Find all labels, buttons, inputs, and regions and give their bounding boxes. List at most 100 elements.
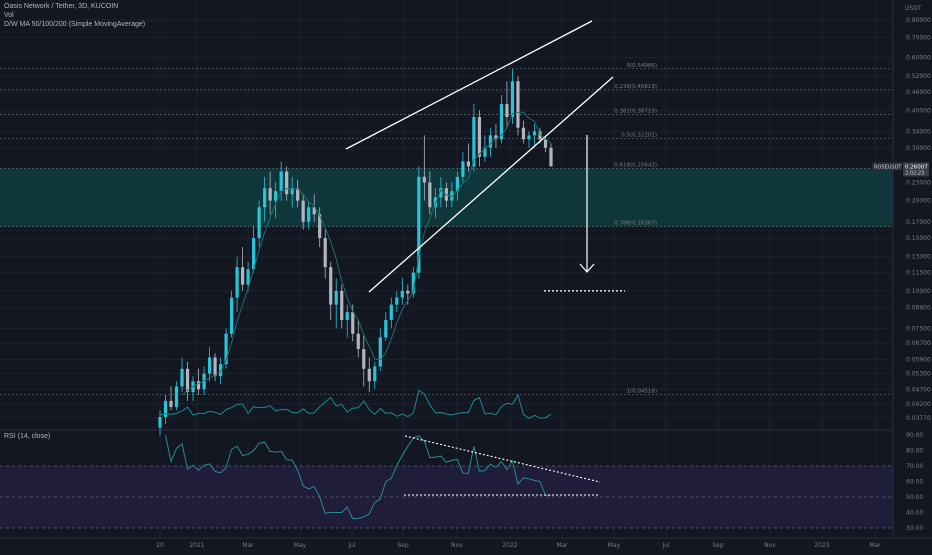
rsi-axis-tick-label: 60.00 [906, 479, 923, 486]
candle-body [169, 400, 173, 408]
time-axis-tick-label: May [294, 542, 307, 549]
price-axis-tick-label: 0.34000 [906, 128, 931, 135]
price-axis-tick-label: 0.60000 [906, 54, 931, 61]
candle-body [329, 267, 333, 305]
price-axis-tick-label: 0.20000 [906, 198, 931, 205]
candle-body [207, 357, 212, 374]
target-arrow-head [579, 263, 595, 273]
candle-body [510, 81, 515, 117]
time-axis-tick-label: Sep [712, 542, 724, 549]
price-axis-tick-label: 0.08800 [906, 305, 931, 312]
fib-level-label: 0.618(0.25643) [614, 162, 657, 168]
wedge-upper-trendline [345, 20, 593, 150]
time-axis-tick-label: Nov [451, 542, 463, 549]
candle-body [384, 319, 388, 338]
candle-body [351, 312, 355, 334]
price-axis-tick-label: 0.30000 [906, 145, 931, 152]
price-axis-tick-label: 0.06700 [906, 340, 931, 347]
candle-body [323, 238, 327, 268]
candle-body [477, 116, 482, 157]
candle-body [516, 81, 520, 128]
price-axis-tick-label: 0.17000 [906, 219, 931, 226]
candle-body [543, 139, 548, 148]
moving-average-line [181, 111, 552, 396]
candle-body [461, 161, 465, 177]
candle-body [158, 416, 162, 428]
candle-body [334, 290, 338, 305]
time-axis-tick-label: 2023 [814, 542, 829, 549]
time-axis-tick-label: 2022 [502, 542, 517, 549]
candle-body [356, 333, 360, 350]
symbol-tag [872, 162, 902, 171]
ma-indicator-label: D/W MA 50/100/200 (Simple MovingAverage) [4, 21, 146, 28]
rsi-axis-tick-label: 30.00 [906, 525, 923, 532]
price-axis-tick-label: 0.05300 [906, 371, 931, 378]
chart-title: Oasis Network / Tether, 3D, KUCOIN [4, 3, 119, 10]
candle-body [257, 207, 261, 239]
time-axis-tick-label: Mar [556, 542, 568, 549]
rsi-axis-tick-label: 40.00 [906, 510, 923, 517]
price-axis-tick-label: 0.13000 [906, 254, 931, 261]
candle-body [318, 214, 322, 239]
candle-body [290, 188, 294, 195]
candle-body [174, 386, 179, 408]
time-axis-tick-label: Mar [869, 542, 881, 549]
rsi-axis-tick-label: 80.00 [906, 448, 923, 455]
candle-body [241, 267, 245, 285]
candle-body [196, 381, 201, 390]
candle-body [252, 238, 256, 270]
candle-body [362, 349, 366, 369]
candle-body [428, 182, 432, 208]
fib-level-label: 0.5(0.32202) [621, 133, 657, 139]
rsi-axis-tick-label: 90.00 [906, 432, 923, 439]
rsi-indicator-label: RSI (14, close) [4, 433, 51, 440]
price-axis-tick-label: 0.46000 [906, 89, 931, 96]
candle-body [274, 191, 278, 201]
rsi-axis-tick-label: 50.00 [906, 494, 923, 501]
candle-body [285, 171, 289, 195]
candle-body [494, 135, 498, 140]
current-time-label: 2:02:23 [905, 170, 924, 176]
candle-body [488, 135, 493, 148]
candle-body [218, 364, 223, 377]
candle-body [312, 207, 316, 215]
time-axis-tick-label: 2021 [189, 542, 204, 549]
candle-body [499, 103, 504, 140]
volume-label: Vol [4, 12, 14, 19]
candle-body [505, 103, 509, 117]
candle-body [532, 131, 537, 136]
time-axis-tick-label: Mar [242, 542, 254, 549]
price-axis-tick-label: 0.03770 [906, 415, 931, 422]
candle-body [340, 290, 344, 320]
price-axis-tick-label: 0.11500 [906, 270, 931, 277]
candle-body [301, 200, 305, 222]
price-axis-tick-label: 0.05900 [906, 357, 931, 364]
candle-body [373, 366, 377, 382]
price-axis-tick-label: 0.07500 [906, 325, 931, 332]
price-axis-tick-label: 0.04700 [906, 386, 931, 393]
price-axis-tick-label: 0.15000 [906, 235, 931, 242]
time-axis-tick-label: Jul [347, 542, 356, 549]
candle-body [483, 147, 487, 157]
candle-body [395, 297, 399, 305]
candle-body [185, 368, 190, 393]
candle-body [224, 333, 228, 365]
candle-body [296, 188, 300, 201]
price-axis-tick-label: 0.10000 [906, 288, 931, 295]
candle-body [279, 171, 283, 192]
time-axis-tick-label: Sep [397, 542, 409, 549]
fib-level-label: 0(0.54986) [626, 63, 657, 69]
candle-body [450, 191, 454, 201]
candle-body [263, 188, 267, 208]
candle-body [538, 131, 542, 140]
candle-body [180, 368, 184, 387]
candle-body [202, 373, 206, 390]
candle-body [466, 161, 470, 167]
price-axis-tick-label: 0.40000 [906, 107, 931, 114]
price-axis-tick-label: 0.04200 [906, 401, 931, 408]
rsi-line [165, 434, 551, 520]
current-price-tag [903, 162, 929, 177]
candle-body [472, 116, 476, 167]
fib-level-label: 0.382(0.38719) [614, 109, 657, 115]
